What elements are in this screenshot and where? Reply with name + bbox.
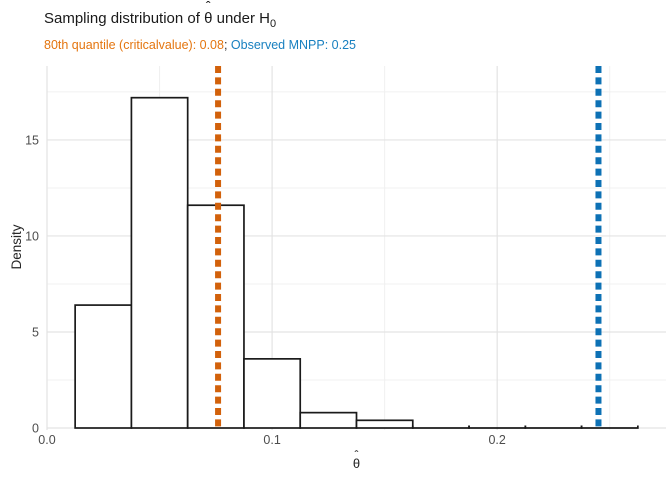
x-axis-title: θ <box>353 456 360 471</box>
x-tick-label: 0.0 <box>38 433 55 447</box>
histogram-zero-bin <box>580 425 639 429</box>
histogram-zero-bin <box>524 425 583 429</box>
histogram-bar <box>74 304 133 429</box>
x-axis-title-hat: ˆ <box>355 448 359 462</box>
title-prefix: Sampling distribution of <box>44 10 205 27</box>
hat-accent: ˆ <box>205 0 211 16</box>
x-tick-label: 0.1 <box>263 433 280 447</box>
histogram-bar <box>299 411 358 429</box>
y-tick-label: 10 <box>25 229 39 243</box>
title-subscript: 0 <box>269 18 277 30</box>
x-tick-label: 0.2 <box>488 433 505 447</box>
histogram-bar <box>243 358 302 429</box>
y-tick-label: 5 <box>32 325 39 339</box>
plot-subtitle: 80th quantile (criticalvalue): 0.08; Obs… <box>44 37 356 53</box>
histogram-zero-bin <box>411 425 470 429</box>
histogram-bar <box>130 96 189 429</box>
theta-symbol: θ <box>204 10 213 27</box>
y-tick-label: 0 <box>32 422 39 436</box>
y-axis-title: Density <box>9 224 24 269</box>
subtitle-separator: ; <box>223 38 228 52</box>
histogram-bar <box>355 419 414 429</box>
y-tick-label: 15 <box>25 133 39 147</box>
subtitle-critical-value: 80th quantile (criticalvalue): 0.08 <box>44 38 224 52</box>
title-suffix: under H <box>212 10 270 27</box>
subtitle-observed-mnpp: Observed MNPP: 0.25 <box>227 38 356 52</box>
